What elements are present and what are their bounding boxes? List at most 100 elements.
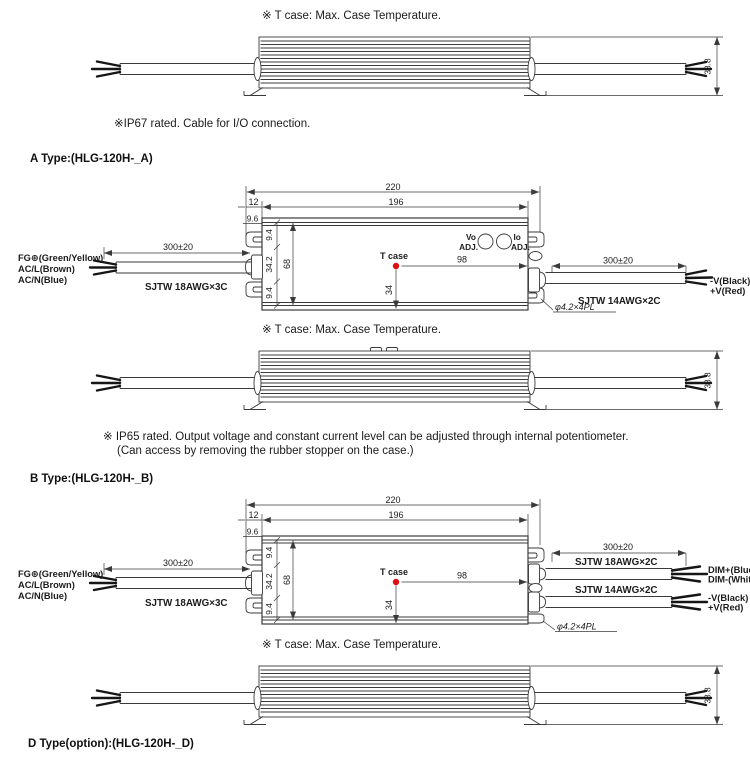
- output-cable-dim-ticks: [551, 266, 687, 272]
- output-gland-bump: [539, 595, 546, 609]
- io-adj-knob[interactable]: [496, 233, 512, 250]
- mounting-feet: [243, 87, 547, 96]
- note-tcase-a: ※ T case: Max. Case Temperature.: [262, 324, 442, 336]
- input-wire-strands: [88, 259, 118, 276]
- case-fins: [260, 669, 530, 713]
- tcase-label: T case: [380, 567, 408, 577]
- extension-lines: [245, 186, 541, 236]
- input-cable: [115, 577, 252, 589]
- input-cable-type-label: SJTW 18AWG×3C: [145, 598, 227, 609]
- note-tcase-top: ※ T case: Max. Case Temperature.: [262, 10, 442, 22]
- case-fins: [260, 40, 530, 84]
- cable-gland-left: [253, 686, 262, 710]
- fg-wire-label: FG⊕(Green/Yellow): [18, 253, 103, 263]
- input-gland-bump: [245, 574, 252, 592]
- bracket-ear-top-right: [528, 231, 545, 248]
- extension-lines: [531, 665, 723, 725]
- tcase-label: T case: [380, 251, 408, 261]
- extension-lines: [245, 499, 541, 554]
- case-hole-oval: [528, 251, 543, 261]
- input-wire-strands: [88, 574, 118, 592]
- depth-dim-label: 38.8: [703, 687, 713, 704]
- top-offset-label: 9.6: [247, 527, 259, 537]
- note-ip65-line2: (Can access by removing the rubber stopp…: [117, 445, 414, 457]
- wire-strands: [90, 60, 713, 78]
- bracket-ear-bottom-left: [245, 597, 262, 614]
- slot-bottom-label: 9.4: [264, 287, 274, 299]
- right-cable-dim-label: 300±20: [603, 542, 633, 552]
- width-dim-label: 68: [282, 575, 292, 585]
- output-gland-bump: [539, 271, 546, 289]
- vo-label: Vo: [466, 232, 476, 242]
- note-ip67: ※IP67 rated. Cable for I/O connection.: [114, 118, 311, 130]
- output-cable: [545, 596, 673, 608]
- v-plus-label: +V(Red): [708, 603, 743, 613]
- mounting-feet: [243, 401, 547, 410]
- dim-wire-strands: [670, 565, 709, 583]
- dim-cable-gland: [528, 563, 540, 585]
- cable-gland-right: [527, 57, 536, 81]
- hole-leader-line: [542, 620, 617, 632]
- output-cable: [545, 272, 687, 284]
- cable-gland-left: [253, 371, 262, 395]
- input-cable-type-label: SJTW 18AWG×3C: [145, 282, 227, 293]
- dim-minus-label: DIM-(White): [708, 575, 750, 585]
- io-adj-label: ADJ.: [511, 242, 530, 252]
- v-plus-label: +V(Red): [710, 286, 745, 296]
- side-view-2: 38.8: [90, 347, 723, 410]
- v-minus-label: -V(Black): [708, 593, 748, 603]
- vo-adj-knob[interactable]: [477, 233, 494, 250]
- cable-gland-right: [527, 686, 536, 710]
- fg-wire-label: FG⊕(Green/Yellow): [18, 569, 103, 579]
- ac-n-wire-label: AC/N(Blue): [18, 275, 67, 285]
- bracket-ear-top-left: [245, 231, 262, 248]
- input-cable-gland: [251, 254, 263, 280]
- overall-dim-label: 220: [385, 495, 400, 505]
- body-dim-label: 196: [388, 197, 403, 207]
- tcase-x-label: 98: [457, 255, 467, 265]
- mounting-feet: [243, 716, 547, 725]
- output-wire-strands: [684, 269, 714, 286]
- depth-dim-label: 38.8: [703, 372, 713, 389]
- dim-plus-label: DIM+(Blue): [708, 565, 750, 575]
- vo-adj-label: ADJ.: [459, 242, 478, 252]
- input-cable-dim-label: 300±20: [163, 242, 193, 252]
- extension-lines: [531, 36, 723, 96]
- output-cable-gland: [528, 591, 540, 613]
- end-offset-label: 12: [248, 197, 258, 207]
- bracket-ear-bottom-right: [528, 613, 545, 624]
- hole-leader-line: [540, 298, 616, 313]
- slot-bottom-label: 9.4: [264, 603, 274, 615]
- hole-dim-label: φ4.2×4PL: [555, 302, 595, 312]
- top-view-b-type: 220 196 12 9.6 300±20 FG⊕(Green/Yellow) …: [18, 495, 750, 632]
- bracket-ear-top-left: [245, 549, 262, 566]
- case-edge-lines: [262, 539, 528, 621]
- tcase-point: [392, 262, 400, 270]
- input-cable: [115, 261, 252, 274]
- body-dim-label: 196: [388, 510, 403, 520]
- ac-n-wire-label: AC/N(Blue): [18, 591, 67, 601]
- cable-gland-left: [253, 57, 262, 81]
- bracket-ear-bottom-left: [245, 281, 262, 298]
- slot-top-label: 9.4: [264, 546, 274, 558]
- section-d-type: D Type(option):(HLG-120H-_D): [28, 738, 194, 750]
- slot-dim-chain: [273, 536, 281, 624]
- input-cable-dim-label: 300±20: [163, 558, 193, 568]
- case-edge-lines: [262, 222, 528, 306]
- tcase-y-label: 34: [384, 285, 394, 295]
- output-cable-dim-label: 300±20: [603, 256, 633, 266]
- section-b-type: B Type:(HLG-120H-_B): [30, 473, 154, 485]
- extension-lines: [531, 350, 723, 410]
- output-cable-gland: [528, 267, 540, 293]
- bracket-ear-bottom-right: [528, 287, 545, 304]
- top-view-a-type: 220 196 12 9.6 300±20 FG⊕(Green/Yellow) …: [18, 182, 750, 313]
- note-tcase-b: ※ T case: Max. Case Temperature.: [262, 639, 442, 651]
- rubber-stoppers: [370, 347, 398, 351]
- dim-cable-type-label: SJTW 18AWG×2C: [575, 557, 657, 568]
- right-cable-dim-ticks: [551, 553, 687, 566]
- input-gland-bump: [245, 258, 252, 276]
- dim-cable: [545, 568, 673, 580]
- tcase-x-label: 98: [457, 571, 467, 581]
- case-fins: [260, 354, 530, 398]
